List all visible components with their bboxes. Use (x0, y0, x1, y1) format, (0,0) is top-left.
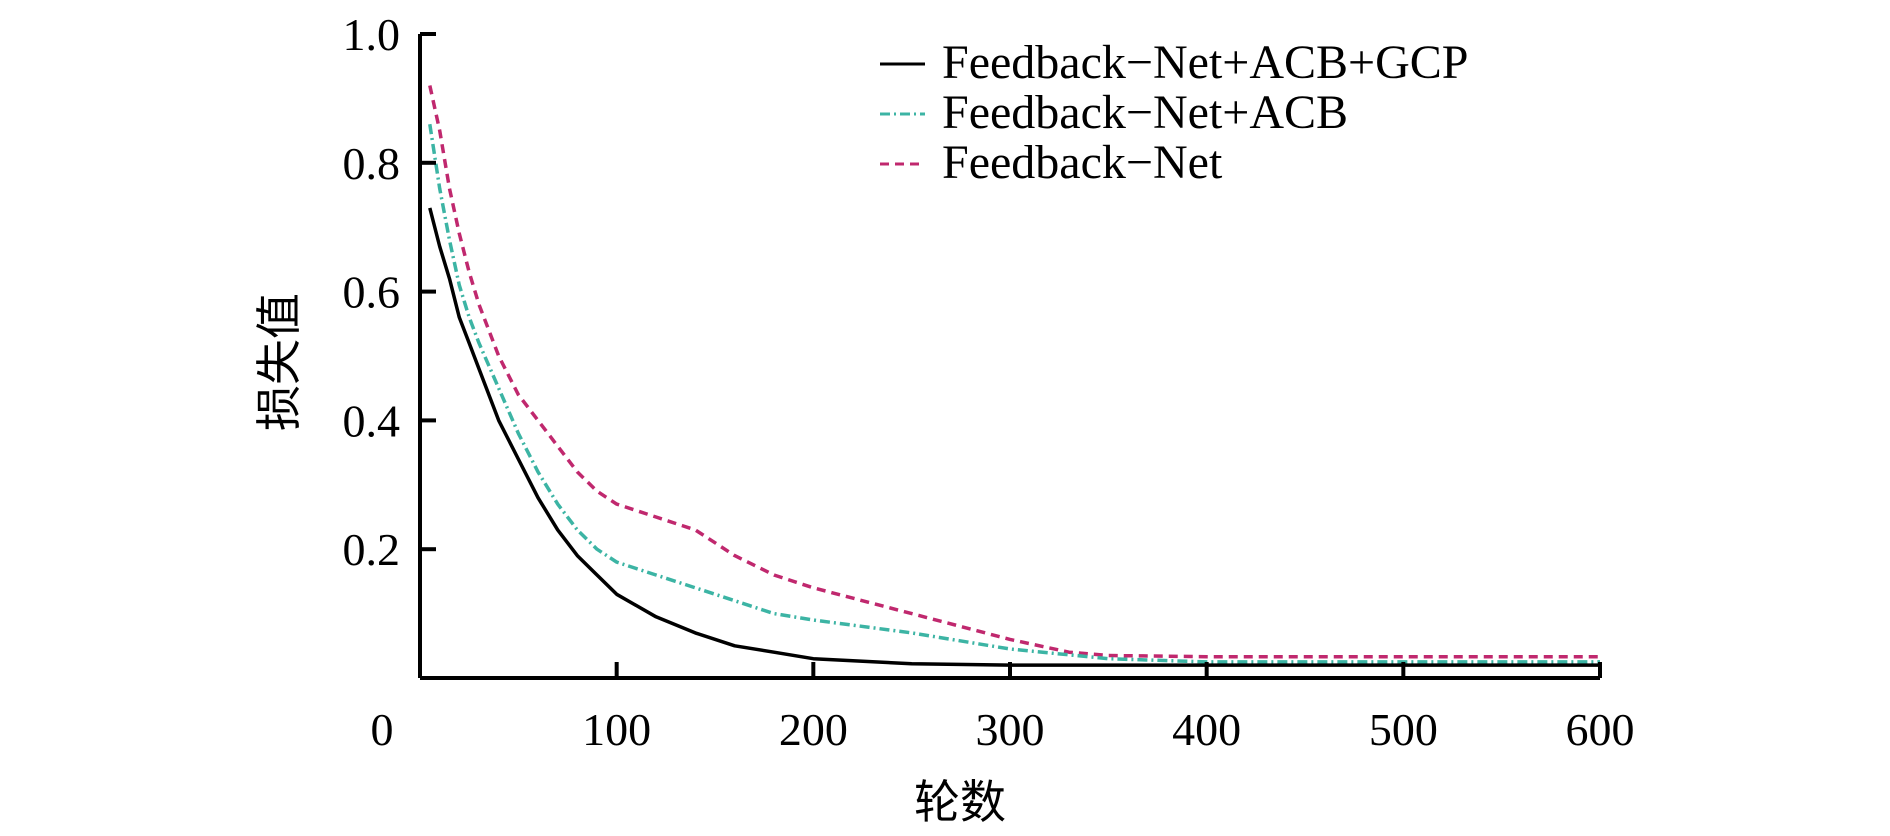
legend-label: Feedback−Net+ACB (942, 86, 1348, 139)
legend: Feedback−Net+ACB+GCPFeedback−Net+ACBFeed… (880, 36, 1469, 189)
y-tick-label: 0.6 (343, 267, 401, 318)
y-ticks: 0.2 0.4 0.6 0.8 1.0 (343, 9, 436, 575)
y-tick-label: 0.8 (343, 138, 401, 189)
x-tick-label: 400 (1172, 704, 1241, 755)
x-tick-label: 200 (779, 704, 848, 755)
legend-label: Feedback−Net+ACB+GCP (942, 36, 1469, 89)
x-tick-label: 100 (582, 704, 651, 755)
y-tick-label: 1.0 (343, 9, 401, 60)
x-tick-label: 500 (1369, 704, 1438, 755)
series-layer (428, 85, 1600, 667)
x-tick-label: 300 (976, 704, 1045, 755)
x-tick-label: 0 (371, 704, 394, 755)
series-line-1 (428, 207, 1600, 667)
x-tick-label: 600 (1566, 704, 1635, 755)
series-line-2 (428, 123, 1600, 664)
legend-label: Feedback−Net (942, 136, 1223, 189)
y-axis-label: 损失值 (252, 293, 306, 431)
y-tick-label: 0.2 (343, 524, 401, 575)
x-ticks: 0 100 200 300 400 500 600 (371, 662, 1635, 755)
x-axis-label: 轮数 (914, 775, 1006, 829)
y-tick-label: 0.4 (343, 395, 401, 446)
series-line-3 (428, 85, 1600, 659)
